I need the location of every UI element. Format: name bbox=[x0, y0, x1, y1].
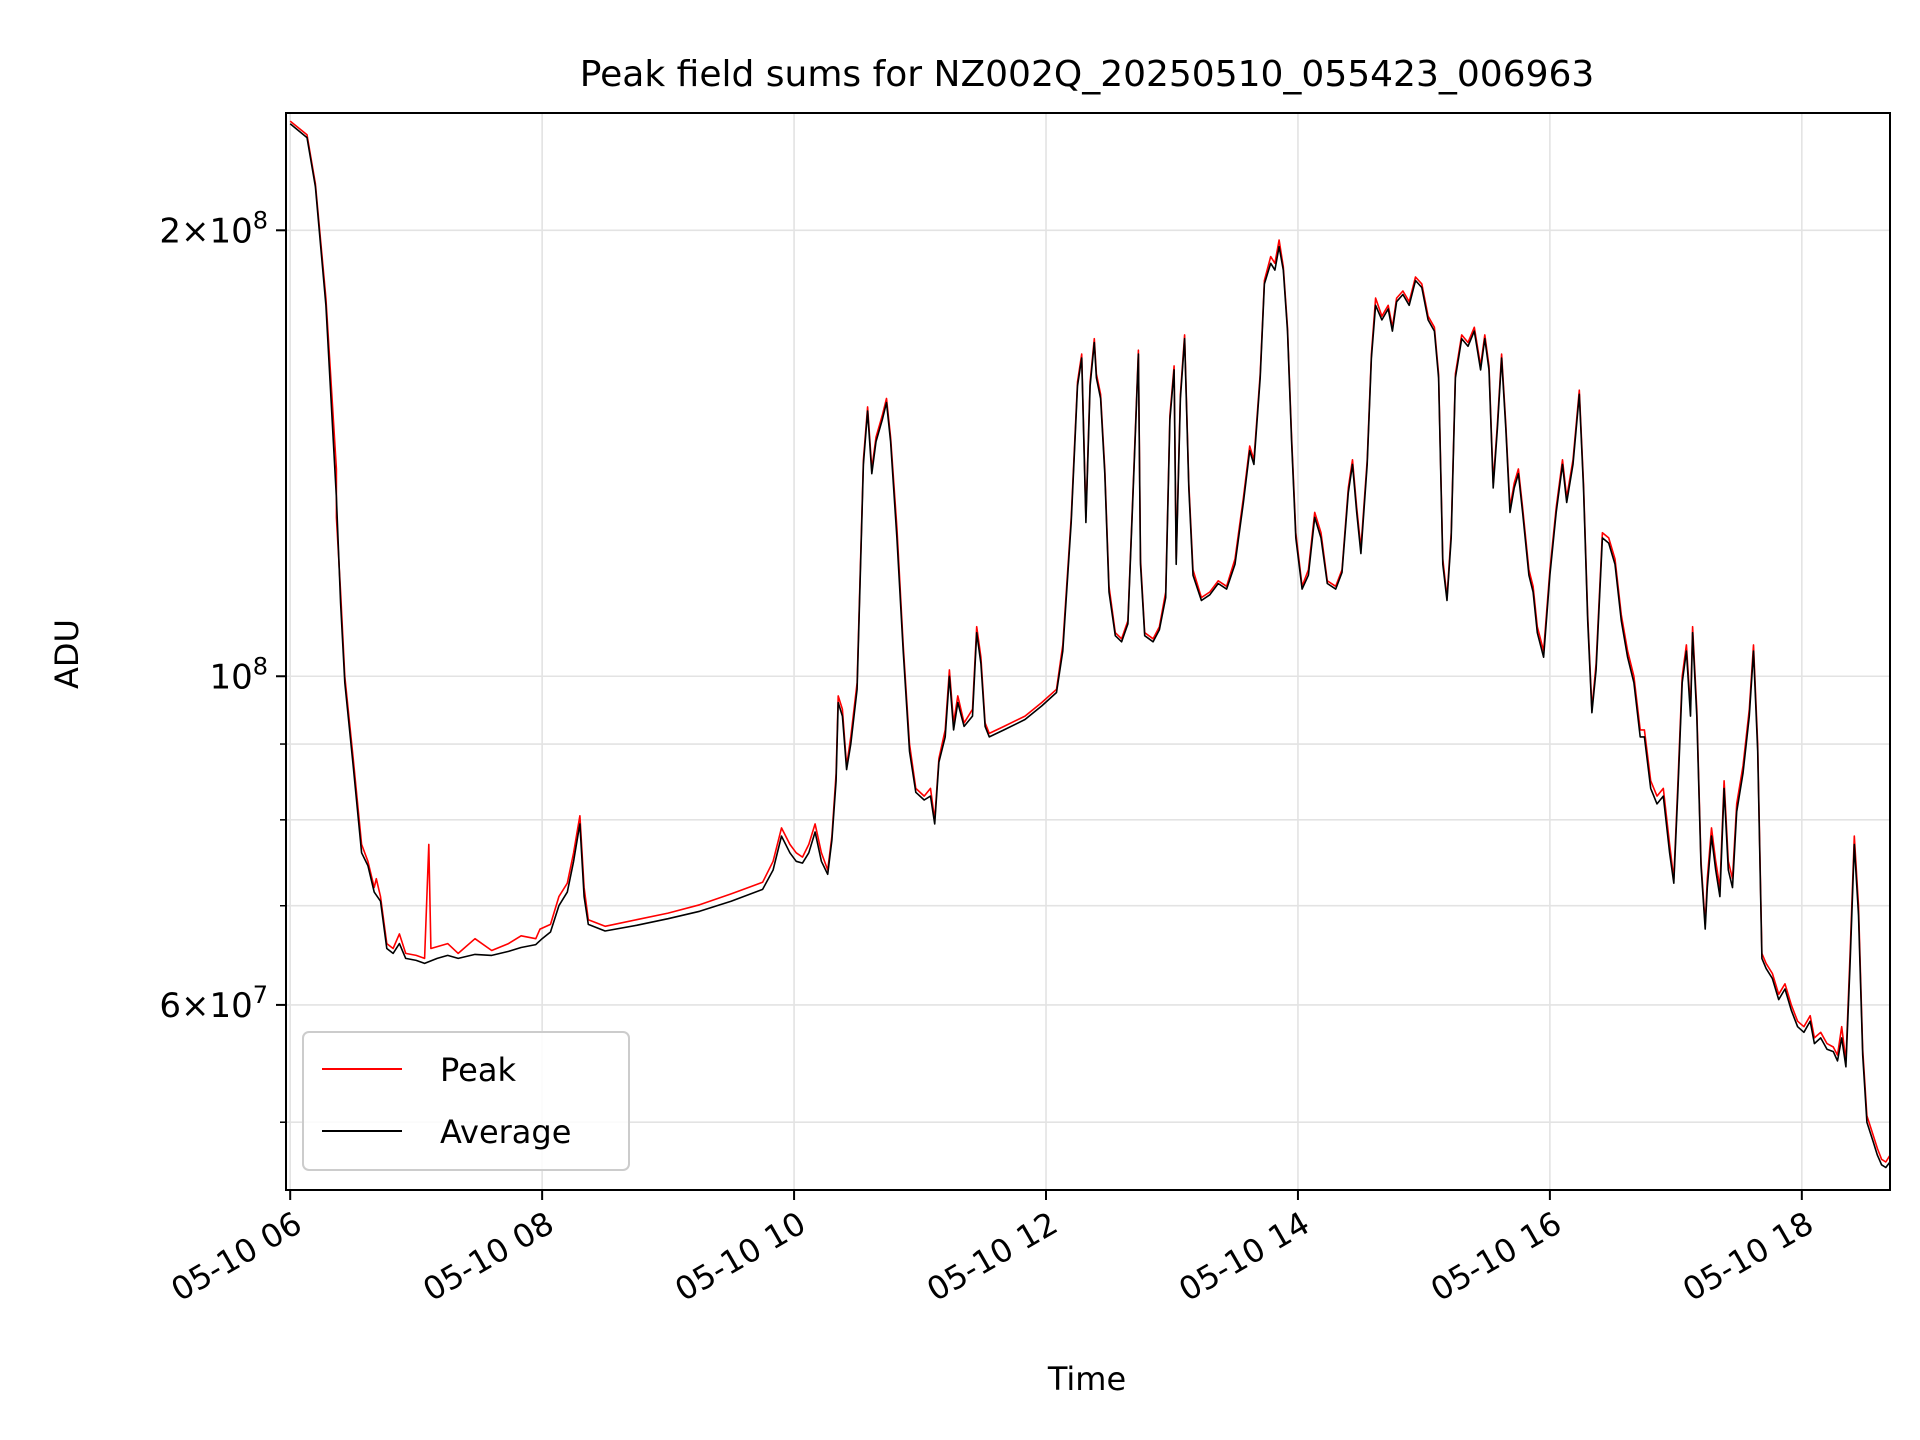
chart-title: Peak field sums for NZ002Q_20250510_0554… bbox=[580, 54, 1595, 95]
y-axis: 6×107 108 2×108 bbox=[159, 206, 286, 1123]
series-line-average bbox=[289, 123, 1891, 1169]
y-axis-label: ADU bbox=[48, 619, 86, 689]
y-tick-label: 108 bbox=[209, 652, 268, 697]
legend-box bbox=[302, 1031, 630, 1171]
y-tick-label: 2×108 bbox=[159, 206, 268, 251]
legend-label-peak: Peak bbox=[440, 1051, 516, 1089]
y-tick-label: 6×107 bbox=[159, 981, 268, 1026]
x-axis-label: Time bbox=[1047, 1360, 1126, 1398]
legend: Peak Average bbox=[302, 1031, 630, 1171]
plot-lines bbox=[289, 120, 1891, 1169]
plot-frame bbox=[285, 112, 1891, 1191]
legend-label-average: Average bbox=[440, 1113, 571, 1151]
